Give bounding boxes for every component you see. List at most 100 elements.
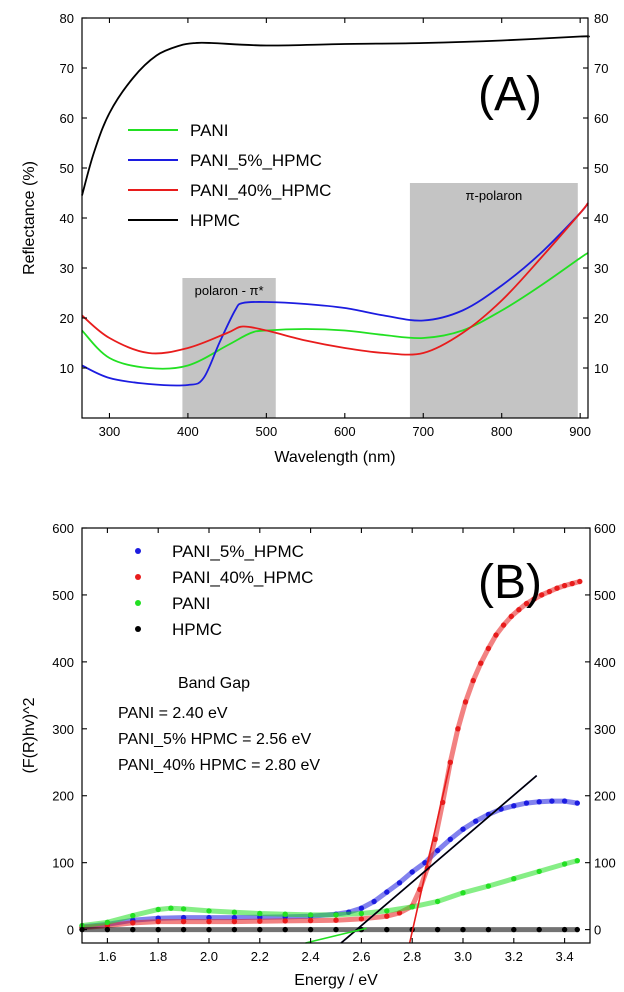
data-point-pani-40-hpmc <box>206 918 212 925</box>
legend-marker-hpmc <box>135 626 141 632</box>
panel-a-ticks: 300 400 500 600 700 800 900 10 10 20 20 30 30 40 40 50 5… <box>60 11 609 439</box>
panel-a-legend: PANI PANI_5%_HPMC PANI_40%_HPMC HPMC <box>128 121 331 230</box>
data-point-pani-5-hpmc <box>561 798 568 804</box>
data-point-pani <box>168 905 174 911</box>
legend-label-pani-40-hpmc: PANI_40%_HPMC <box>190 181 331 200</box>
panel-a-y-label: Reflectance (%) <box>21 161 38 275</box>
legend-label-hpmc: HPMC <box>172 620 222 639</box>
y-tick-label-right: 200 <box>594 789 616 804</box>
legend-label-pani-5-hpmc: PANI_5%_HPMC <box>190 151 322 170</box>
y-tick-label-right: 500 <box>594 588 616 603</box>
panel-b: 1.6 1.8 2.0 2.2 2.4 2.6 2.8 3.0 3.2 3.4 0 0 100 100 20… <box>21 521 616 989</box>
x-tick-label: 500 <box>256 424 278 439</box>
data-point-hpmc <box>460 926 466 933</box>
panel-a: polaron - π* π-polaron 300 400 500 600 700 800… <box>21 11 608 466</box>
x-tick-label: 3.0 <box>454 949 472 964</box>
band-gap-line-pani-40: PANI_40% HPMC = 2.80 eV <box>118 757 320 774</box>
data-point-pani-40-hpmc <box>516 607 522 613</box>
series-trace-pani-40-hpmc <box>81 579 581 931</box>
data-point-pani-5-hpmc <box>473 818 479 824</box>
x-tick-label: 600 <box>334 424 356 439</box>
data-point-hpmc <box>180 926 187 933</box>
data-point-hpmc <box>206 926 212 933</box>
shaded-region-2 <box>409 183 578 418</box>
x-tick-label: 2.2 <box>251 949 269 964</box>
data-point-pani-40-hpmc <box>180 918 187 925</box>
x-tick-label: 700 <box>412 424 434 439</box>
y-tick-label: 40 <box>60 211 74 226</box>
data-point-hpmc <box>333 926 339 933</box>
data-point-hpmc <box>574 926 580 933</box>
data-point-pani-5-hpmc <box>180 914 187 921</box>
data-point-pani-5-hpmc <box>511 803 517 809</box>
y-tick-label-right: 30 <box>594 261 608 276</box>
x-tick-label: 2.0 <box>200 949 218 964</box>
data-point-hpmc <box>536 926 542 933</box>
series-line-pani <box>81 252 589 370</box>
data-point-pani <box>561 861 568 867</box>
data-point-pani-40-hpmc <box>257 918 263 924</box>
legend-label-pani: PANI <box>172 594 210 613</box>
data-point-pani-5-hpmc <box>371 898 377 905</box>
data-point-hpmc <box>282 926 288 933</box>
series-line-pani-5-hpmc <box>81 202 589 387</box>
data-point-pani-5-hpmc <box>358 905 365 911</box>
x-tick-label: 1.6 <box>98 949 116 964</box>
data-point-pani-40-hpmc <box>384 913 390 919</box>
panel-a-x-label: Wavelength (nm) <box>274 449 395 466</box>
data-point-pani-5-hpmc <box>523 800 530 806</box>
data-point-hpmc <box>155 926 161 933</box>
data-point-pani-40-hpmc <box>130 920 136 926</box>
data-point-pani-40-hpmc <box>539 592 545 598</box>
y-tick-label: 20 <box>60 311 74 326</box>
data-point-pani <box>460 890 466 896</box>
series-line-hpmc <box>81 35 590 196</box>
data-point-pani <box>180 906 187 912</box>
data-point-pani-40-hpmc <box>282 918 288 924</box>
data-point-pani-5-hpmc <box>206 914 212 921</box>
shaded-region-label-1: polaron - π* <box>195 283 264 298</box>
data-point-pani <box>485 883 492 889</box>
fit-line-1 <box>408 762 452 944</box>
panel-b-tag: (B) <box>478 556 542 609</box>
legend-label-pani-5-hpmc: PANI_5%_HPMC <box>172 542 304 561</box>
data-point-hpmc <box>434 926 441 933</box>
data-point-pani-40-hpmc <box>508 613 514 620</box>
data-point-hpmc <box>384 926 390 933</box>
y-tick-label: 60 <box>60 111 74 126</box>
data-point-pani <box>307 912 314 918</box>
data-point-pani <box>206 908 212 914</box>
y-tick-label-right: 20 <box>594 311 608 326</box>
data-point-pani-5-hpmc <box>536 799 542 805</box>
data-point-hpmc <box>257 926 263 933</box>
y-tick-label-right: 300 <box>594 722 616 737</box>
data-point-pani <box>358 910 365 917</box>
data-point-pani-40-hpmc <box>523 600 530 607</box>
data-point-pani-5-hpmc <box>447 836 453 842</box>
data-point-pani-40-hpmc <box>531 596 537 602</box>
data-point-hpmc <box>561 926 568 933</box>
panel-b-frame <box>81 527 591 944</box>
x-tick-label: 1.8 <box>149 949 167 964</box>
data-point-pani <box>333 912 339 918</box>
y-tick-label: 10 <box>60 361 74 376</box>
data-point-pani <box>536 868 542 875</box>
y-tick-label: 50 <box>60 161 74 176</box>
y-tick-label-right: 400 <box>594 655 616 670</box>
y-tick-label: 100 <box>52 856 74 871</box>
series-trace-pani <box>81 858 578 929</box>
x-tick-label: 900 <box>569 424 591 439</box>
band-gap-title: Band Gap <box>178 675 250 692</box>
data-point-hpmc <box>511 926 517 933</box>
data-point-pani-40-hpmc <box>155 918 161 925</box>
x-tick-label: 300 <box>99 424 121 439</box>
shaded-region-label-2: π-polaron <box>466 188 523 203</box>
y-tick-label-right: 0 <box>594 923 601 938</box>
data-point-pani <box>434 898 441 905</box>
y-tick-label: 500 <box>52 588 74 603</box>
data-point-hpmc <box>307 926 314 933</box>
data-point-pani <box>257 910 263 917</box>
panel-b-x-label: Energy / eV <box>294 972 378 989</box>
data-point-pani-40-hpmc <box>546 588 553 595</box>
